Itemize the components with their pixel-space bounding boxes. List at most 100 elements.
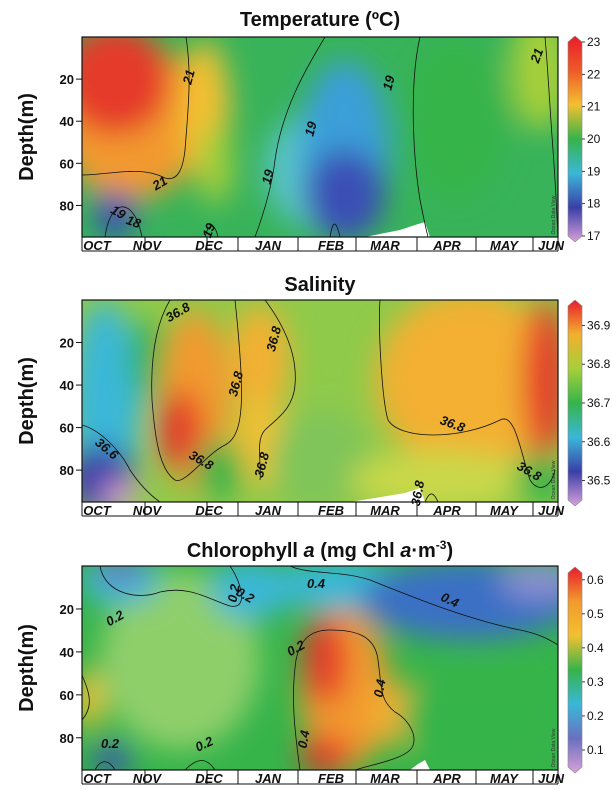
colorbar-tick-label: 22 — [587, 67, 601, 81]
colorbar-tick-label: 0.6 — [587, 573, 604, 587]
colorbar-tick-label: 20 — [587, 132, 601, 146]
xtick-label-may: MAY — [490, 238, 519, 253]
xtick-label-oct: OCT — [83, 503, 112, 518]
colorbar-tick-label: 19 — [587, 164, 601, 178]
odv-watermark: Ocean Data View — [551, 728, 557, 767]
colorbar-tick-label: 17 — [587, 229, 601, 243]
colorbar-tick-label: 0.4 — [587, 641, 604, 655]
contour-label: 21 — [149, 173, 170, 194]
ylabel-salinity: Depth(m) — [16, 357, 38, 445]
xtick-label-mar: MAR — [370, 503, 400, 518]
ytick-label: 20 — [60, 602, 74, 617]
contour-label: 36.8 — [225, 369, 246, 398]
contour-label: 0.4 — [439, 589, 462, 611]
xtick-label-jun: JUN — [538, 503, 565, 518]
colorbar-tick-label: 18 — [587, 197, 601, 211]
xtick-label-feb: FEB — [318, 238, 344, 253]
salinity-panel: Salinity — [81, 274, 559, 507]
odv-watermark: Ocean Data View — [551, 460, 557, 499]
salinity-heatmap — [82, 300, 558, 502]
contour-label: 19 — [302, 119, 320, 138]
xtick-label-may: MAY — [490, 771, 519, 786]
xtick-label-mar: MAR — [370, 771, 400, 786]
xtick-label-dec: DEC — [195, 771, 223, 786]
contour-label: 19 — [380, 73, 398, 92]
xtick-label-dec: DEC — [195, 503, 223, 518]
odv-watermark: Ocean Data View — [551, 195, 557, 234]
chlorophyll-panel: Chlorophyll a (mg Chl a·m-3) — [81, 538, 559, 771]
colorbar-tick-label: 0.1 — [587, 743, 604, 757]
contour-label: 21 — [527, 46, 546, 66]
ytick-label: 80 — [60, 731, 74, 746]
xtick-label-nov: NOV — [133, 238, 163, 253]
contour-label: 36.8 — [263, 324, 284, 353]
contour-label: 18 — [124, 212, 143, 231]
colorbar-temperature — [567, 35, 583, 243]
chl-title-italic: a — [304, 540, 315, 562]
xtick-label-feb: FEB — [318, 503, 344, 518]
contour-label: 0.4 — [307, 576, 326, 591]
contour-label: 19 — [259, 167, 277, 186]
colorbar-tick-label: 36.6 — [587, 435, 611, 449]
colorbar-tick-label: 36.5 — [587, 474, 611, 488]
colorbar-tick-label: 23 — [587, 35, 601, 49]
contour-label: 36.8 — [408, 479, 427, 507]
xtick-label-nov: NOV — [133, 771, 163, 786]
xtick-label-jan: JAN — [255, 238, 282, 253]
xtick-label-jun: JUN — [538, 771, 565, 786]
ylabel-chlorophyll: Depth(m) — [16, 624, 38, 712]
chlorophyll-heatmap — [82, 566, 558, 770]
ytick-label: 40 — [60, 114, 74, 129]
temperature-title: Temperature (ºC) — [240, 9, 400, 31]
chl-title-unit-italic: a — [400, 540, 411, 562]
xtick-label-feb: FEB — [318, 771, 344, 786]
salinity-title: Salinity — [284, 274, 356, 296]
ylabel-temperature: Depth(m) — [16, 93, 38, 181]
xtick-label-apr: APR — [432, 238, 461, 253]
ytick-label: 80 — [60, 463, 74, 478]
xtick-label-nov: NOV — [133, 503, 163, 518]
ytick-label: 20 — [60, 72, 74, 87]
temperature-panel: Temperature (ºC) — [81, 9, 559, 240]
colorbar-salinity — [567, 299, 583, 507]
colorbar-tick-label: 36.7 — [587, 396, 611, 410]
xtick-label-apr: APR — [432, 771, 461, 786]
xtick-label-may: MAY — [490, 503, 519, 518]
contour-label: 0.2 — [193, 733, 216, 755]
chl-title-unit: (mg Chl — [315, 540, 401, 562]
xtick-label-jan: JAN — [255, 771, 282, 786]
ytick-label: 60 — [60, 421, 74, 436]
ytick-label: 60 — [60, 156, 74, 171]
colorbar-tick-label: 36.9 — [587, 318, 611, 332]
colorbar-tick-label: 36.8 — [587, 357, 611, 371]
colorbar-tick-label: 21 — [587, 100, 601, 114]
xtick-label-jan: JAN — [255, 503, 282, 518]
colorbar-chlorophyll — [567, 566, 583, 774]
contour-label: 36.8 — [251, 450, 272, 479]
chl-title-unit-tail: ·m — [411, 540, 435, 562]
xtick-label-oct: OCT — [83, 771, 112, 786]
temperature-heatmap — [82, 37, 558, 237]
colorbar-tick-label: 0.5 — [587, 607, 604, 621]
colorbar-tick-label: 0.3 — [587, 675, 604, 689]
xtick-label-jun: JUN — [538, 238, 565, 253]
xtick-label-mar: MAR — [370, 238, 400, 253]
chlorophyll-contour-labels: 0.20.20.20.2 0.40.40.40.40.2 0.2 — [101, 576, 462, 755]
chl-title-sup: -3 — [436, 538, 447, 552]
ytick-label: 40 — [60, 378, 74, 393]
chl-title-close: ) — [446, 540, 453, 562]
xtick-label-apr: APR — [432, 503, 461, 518]
contour-label: 0.4 — [371, 677, 389, 698]
ytick-label: 60 — [60, 688, 74, 703]
colorbar-tick-label: 0.2 — [587, 709, 604, 723]
xtick-label-oct: OCT — [83, 238, 112, 253]
chlorophyll-title: Chlorophyll a (mg Chl a·m-3) — [187, 538, 453, 562]
ytick-label: 40 — [60, 645, 74, 660]
xtick-label-dec: DEC — [195, 238, 223, 253]
contour-label: 19 — [199, 220, 218, 239]
ytick-label: 80 — [60, 198, 74, 213]
ytick-label: 20 — [60, 336, 74, 351]
chl-title-main: Chlorophyll — [187, 540, 304, 562]
